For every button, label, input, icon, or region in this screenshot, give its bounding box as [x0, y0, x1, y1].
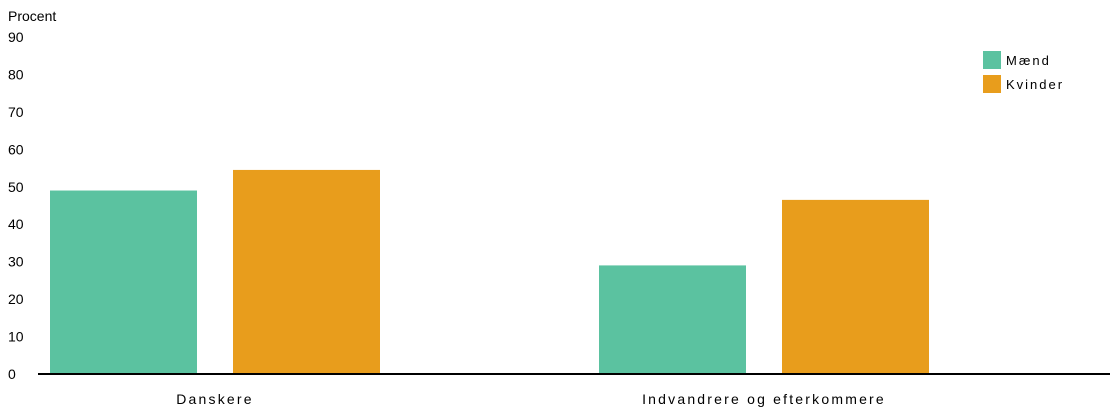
x-category-label: Indvandrere og efterkommere	[642, 391, 886, 407]
bar-maend-1	[599, 265, 746, 374]
legend-label: Kvinder	[1006, 77, 1064, 92]
legend-swatch	[983, 51, 1001, 69]
y-tick-label: 50	[8, 179, 24, 195]
y-tick-label: 90	[8, 29, 24, 45]
y-tick-label: 10	[8, 329, 24, 345]
y-tick-label: 80	[8, 66, 24, 82]
bar-kvinder-0	[233, 169, 380, 374]
legend-label: Mænd	[1006, 53, 1051, 68]
y-tick-label: 30	[8, 254, 24, 270]
legend-swatch	[983, 75, 1001, 93]
y-tick-label: 20	[8, 291, 24, 307]
y-tick-label: 70	[8, 104, 24, 120]
legend: Mænd Kvinder	[983, 51, 1064, 93]
bar-maend-0	[50, 190, 197, 374]
x-axis-categories: Danskere Indvandrere og efterkommere	[176, 391, 886, 407]
y-tick-label: 0	[8, 366, 16, 382]
bars	[50, 169, 929, 374]
y-axis-ticks: 0 10 20 30 40 50 60 70 80 90	[8, 29, 24, 382]
bar-kvinder-1	[782, 199, 929, 374]
y-tick-label: 40	[8, 216, 24, 232]
y-axis-label: Procent	[8, 8, 56, 24]
y-tick-label: 60	[8, 141, 24, 157]
x-category-label: Danskere	[176, 391, 254, 407]
